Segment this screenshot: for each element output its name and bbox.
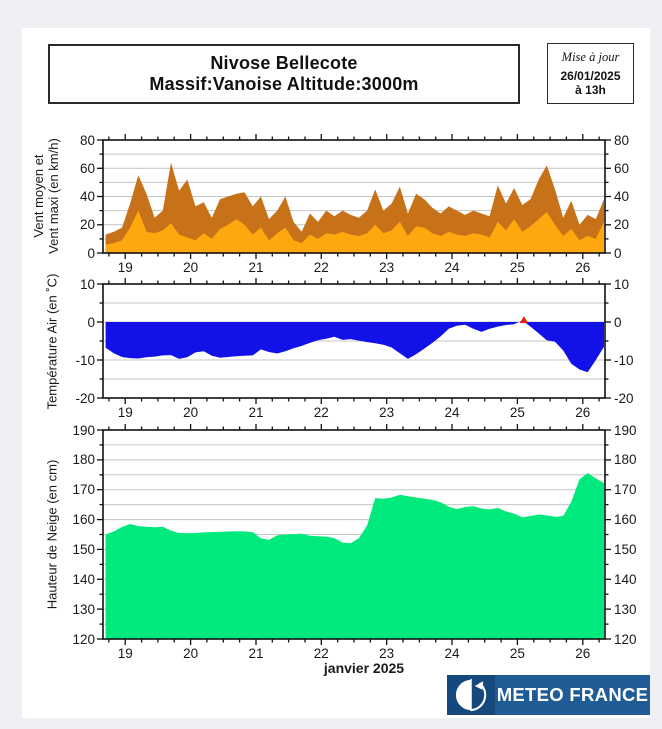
axis-tick-label: 24 (444, 405, 460, 420)
axis-tick-label: 190 (614, 422, 637, 438)
temperature-axis-title: Température Air (en ˚C) (44, 273, 60, 410)
axis-tick-label: -20 (614, 390, 634, 406)
axis-tick-label: 26 (575, 405, 591, 420)
title-box: Nivose Bellecote Massif:Vanoise Altitude… (48, 44, 520, 104)
axis-tick-label: 24 (444, 260, 460, 275)
axis-tick-label: 60 (614, 160, 630, 176)
axis-tick-label: 140 (614, 571, 637, 587)
axis-tick-label: 10 (614, 276, 630, 292)
axis-tick-label: 22 (313, 405, 329, 420)
axis-tick-label: 180 (614, 452, 637, 468)
axis-tick-label: 23 (379, 260, 395, 275)
axis-tick-label: 20 (183, 260, 199, 275)
axis-tick-label: 25 (509, 260, 525, 275)
axis-tick-label: 160 (614, 512, 637, 528)
axis-tick-label: 23 (379, 646, 395, 661)
axis-tick-label: 40 (614, 189, 630, 204)
update-label: Mise à jour (561, 50, 620, 64)
axis-tick-label: 21 (248, 260, 264, 275)
logo-text: METEO FRANCE (496, 684, 649, 705)
axis-tick-label: 19 (117, 260, 133, 275)
axis-tick-label: 21 (248, 405, 264, 420)
snow-axis-title: Hauteur de Neige (en cm) (44, 459, 60, 610)
axis-tick-label: 120 (614, 631, 637, 647)
axis-tick-label: 26 (575, 646, 591, 661)
axis-tick-label: 130 (614, 601, 637, 617)
axis-tick-label: 22 (313, 260, 329, 275)
axis-tick-label: 23 (379, 405, 395, 420)
axis-tick-label: 26 (575, 260, 591, 275)
axis-tick-label: -10 (614, 352, 634, 368)
station-subtitle: Massif:Vanoise Altitude:3000m (149, 74, 419, 94)
axis-tick-label: 25 (509, 405, 525, 420)
temperature-chart: -20 -20 -10 -10 0 0 10 10 19 20 21 22 23 24 25 26 (22, 28, 650, 718)
axis-tick-label: 0 (614, 314, 622, 330)
axis-tick-label: 25 (509, 646, 525, 661)
axis-tick-label: 170 (614, 482, 637, 498)
axis-tick-label: 21 (248, 646, 264, 661)
meteo-france-logo: METEO FRANCE (447, 675, 650, 715)
update-time: à 13h (575, 83, 606, 97)
axis-tick-label: 19 (117, 405, 133, 420)
axis-tick-label: 150 (614, 541, 637, 557)
axis-tick-label: 19 (117, 646, 133, 661)
axis-tick-label: 20 (183, 646, 199, 661)
wind-chart: 0 0 20 20 40 40 60 60 80 80 19 20 21 22 23 24 25 26 (22, 28, 650, 718)
axis-tick-label: 80 (614, 132, 630, 148)
meteo-france-icon (447, 675, 495, 715)
station-title: Nivose Bellecote (210, 53, 358, 73)
update-date: 26/01/2025 (560, 69, 621, 83)
axis-tick-label: 24 (444, 646, 460, 661)
chart-panel: Nivose Bellecote Massif:Vanoise Altitude… (22, 28, 650, 718)
x-axis-title: janvier 2025 (323, 660, 405, 676)
axis-tick-label: 0 (614, 245, 622, 261)
axis-tick-label: 20 (614, 217, 630, 233)
update-box: Mise à jour 26/01/2025 à 13h (547, 43, 634, 104)
axis-tick-label: 22 (313, 646, 329, 661)
snow-chart: 120 120 130 130 140 140 150 150 160 160 170 170 180 1… (22, 28, 650, 718)
axis-tick-label: 20 (183, 405, 199, 420)
